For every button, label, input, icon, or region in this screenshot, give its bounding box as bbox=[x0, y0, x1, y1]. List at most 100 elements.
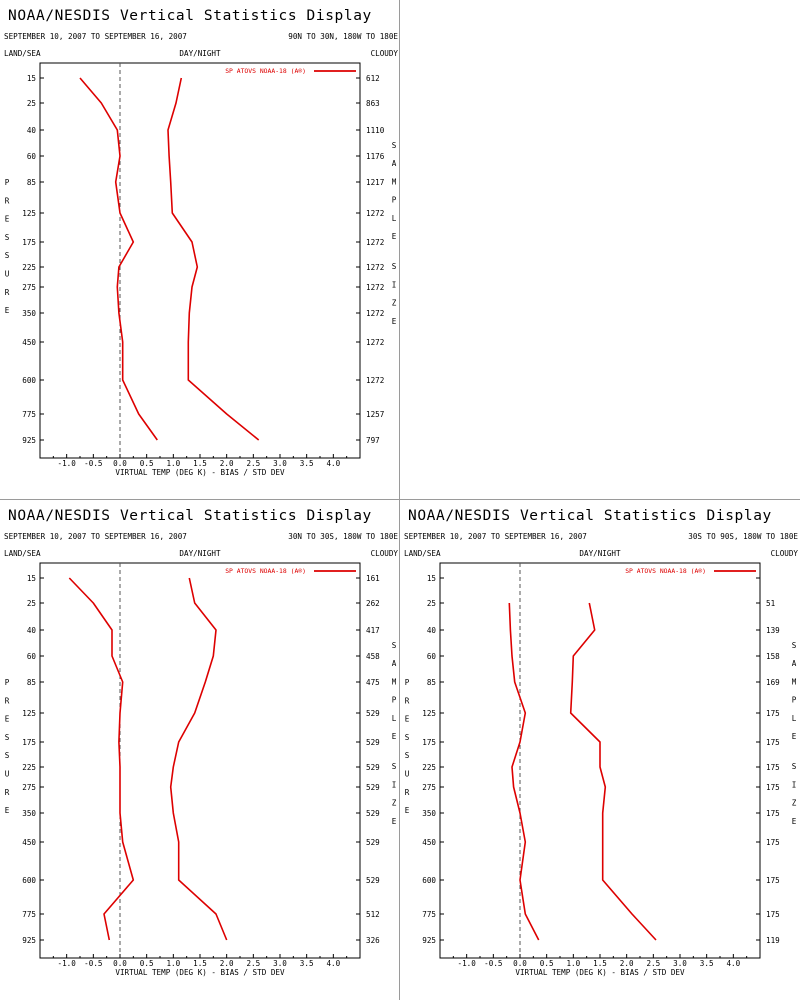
plot-frame bbox=[39, 62, 361, 459]
pressure-level-label: 125 bbox=[422, 709, 436, 718]
cloudy-label: CLOUDY bbox=[371, 549, 399, 558]
sample-size-label: 175 bbox=[766, 763, 780, 772]
pressure-level-label: 775 bbox=[422, 910, 436, 919]
x-tick-label: 1.0 bbox=[566, 959, 580, 968]
panel-tropics: NOAA/NESDIS Vertical Statistics Display S… bbox=[0, 500, 400, 1000]
sample-size-label: 612 bbox=[366, 74, 380, 83]
pressure-level-label: 450 bbox=[22, 338, 36, 347]
legend-label: SP ATOVS NOAA-18 (A®) bbox=[225, 567, 306, 575]
x-tick-label: 0.0 bbox=[513, 959, 527, 968]
sample-size-label: 175 bbox=[766, 910, 780, 919]
pressure-level-label: 60 bbox=[27, 152, 37, 161]
panel-divider-vertical bbox=[399, 0, 400, 1000]
bias-series-line bbox=[68, 577, 135, 941]
pressure-level-label: 60 bbox=[27, 652, 37, 661]
x-tick-label: 0.0 bbox=[113, 459, 127, 468]
bias-series-line bbox=[508, 602, 540, 941]
sample-size-label: 1272 bbox=[366, 209, 384, 218]
date-range: SEPTEMBER 10, 2007 TO SEPTEMBER 16, 2007 bbox=[404, 532, 587, 541]
x-axis-label: VIRTUAL TEMP (DEG K) - BIAS / STD DEV bbox=[115, 468, 285, 477]
sample-size-label: 119 bbox=[766, 936, 780, 945]
pressure-level-label: 125 bbox=[22, 209, 36, 218]
x-tick-label: 4.0 bbox=[326, 959, 340, 968]
day-night-label: DAY/NIGHT bbox=[179, 49, 221, 58]
pressure-level-label: 175 bbox=[22, 238, 36, 247]
sample-size-label: 1176 bbox=[366, 152, 385, 161]
pressure-level-label: 25 bbox=[427, 599, 436, 608]
pressure-level-label: 925 bbox=[422, 936, 436, 945]
pressure-level-label: 40 bbox=[427, 626, 437, 635]
pressure-level-label: 225 bbox=[22, 263, 36, 272]
pressure-level-label: 275 bbox=[422, 783, 436, 792]
panel-south: NOAA/NESDIS Vertical Statistics Display S… bbox=[400, 500, 800, 1000]
sample-size-label: 175 bbox=[766, 838, 780, 847]
sample-size-label: 529 bbox=[366, 809, 380, 818]
pressure-level-label: 350 bbox=[22, 809, 36, 818]
region-label: 90N TO 30N, 180W TO 180E bbox=[288, 32, 398, 41]
pressure-level-label: 40 bbox=[27, 126, 37, 135]
day-night-label: DAY/NIGHT bbox=[579, 549, 621, 558]
sample-size-label: 175 bbox=[766, 809, 780, 818]
x-axis-label: VIRTUAL TEMP (DEG K) - BIAS / STD DEV bbox=[515, 968, 685, 977]
pressure-level-label: 775 bbox=[22, 410, 36, 419]
x-tick-label: 3.5 bbox=[300, 959, 314, 968]
sample-size-label: 158 bbox=[766, 652, 780, 661]
sample-size-label: 169 bbox=[766, 678, 780, 687]
x-tick-label: -1.0 bbox=[58, 459, 77, 468]
pressure-level-label: 15 bbox=[27, 574, 36, 583]
pressure-level-label: 350 bbox=[422, 809, 436, 818]
sample-size-label: 529 bbox=[366, 876, 380, 885]
day-night-label: DAY/NIGHT bbox=[179, 549, 221, 558]
x-tick-label: 4.0 bbox=[726, 959, 740, 968]
page-title: NOAA/NESDIS Vertical Statistics Display bbox=[8, 508, 372, 524]
sample-size-label: 529 bbox=[366, 709, 380, 718]
land-sea-label: LAND/SEA bbox=[404, 549, 441, 558]
date-range: SEPTEMBER 10, 2007 TO SEPTEMBER 16, 2007 bbox=[4, 532, 187, 541]
sample-size-label: 1272 bbox=[366, 338, 384, 347]
x-tick-label: 0.5 bbox=[540, 959, 554, 968]
sample-size-label: 1257 bbox=[366, 410, 384, 419]
panel-north: NOAA/NESDIS Vertical Statistics Display S… bbox=[0, 0, 400, 500]
cloudy-label: CLOUDY bbox=[371, 49, 399, 58]
x-tick-label: -0.5 bbox=[84, 459, 102, 468]
std-dev-series-line bbox=[169, 577, 228, 941]
pressure-level-label: 275 bbox=[22, 783, 36, 792]
sample-size-label: 529 bbox=[366, 838, 380, 847]
pressure-level-label: 85 bbox=[27, 678, 36, 687]
sample-size-label: 1217 bbox=[366, 178, 384, 187]
sample-size-label: 529 bbox=[366, 783, 380, 792]
sample-size-label: 529 bbox=[366, 763, 380, 772]
pressure-level-label: 775 bbox=[22, 910, 36, 919]
cloudy-label: CLOUDY bbox=[771, 549, 799, 558]
panel-divider-horizontal bbox=[0, 499, 800, 500]
sample-size-label: 1272 bbox=[366, 309, 384, 318]
x-tick-label: 4.0 bbox=[326, 459, 340, 468]
x-tick-label: 1.0 bbox=[166, 459, 180, 468]
x-tick-label: -0.5 bbox=[84, 959, 102, 968]
sample-size-label: 161 bbox=[366, 574, 380, 583]
x-tick-label: 2.0 bbox=[620, 959, 634, 968]
x-tick-label: 3.0 bbox=[673, 959, 687, 968]
sample-size-label: 51 bbox=[766, 599, 776, 608]
pressure-level-label: 15 bbox=[427, 574, 436, 583]
x-tick-label: 1.5 bbox=[193, 959, 207, 968]
x-tick-label: 3.5 bbox=[300, 459, 314, 468]
legend-label: SP ATOVS NOAA-18 (A®) bbox=[225, 67, 306, 75]
pressure-level-label: 225 bbox=[422, 763, 436, 772]
sample-size-label: 458 bbox=[366, 652, 380, 661]
x-tick-label: 0.5 bbox=[140, 959, 154, 968]
pressure-level-label: 600 bbox=[422, 876, 436, 885]
x-tick-label: 2.5 bbox=[246, 959, 260, 968]
x-tick-label: 2.5 bbox=[246, 459, 260, 468]
pressure-level-label: 350 bbox=[22, 309, 36, 318]
pressure-level-label: 60 bbox=[427, 652, 437, 661]
sample-size-label: 417 bbox=[366, 626, 380, 635]
land-sea-label: LAND/SEA bbox=[4, 49, 41, 58]
pressure-level-label: 25 bbox=[27, 599, 36, 608]
pressure-level-label: 125 bbox=[22, 709, 36, 718]
sample-size-label: 1110 bbox=[366, 126, 385, 135]
x-axis-label: VIRTUAL TEMP (DEG K) - BIAS / STD DEV bbox=[115, 968, 285, 977]
